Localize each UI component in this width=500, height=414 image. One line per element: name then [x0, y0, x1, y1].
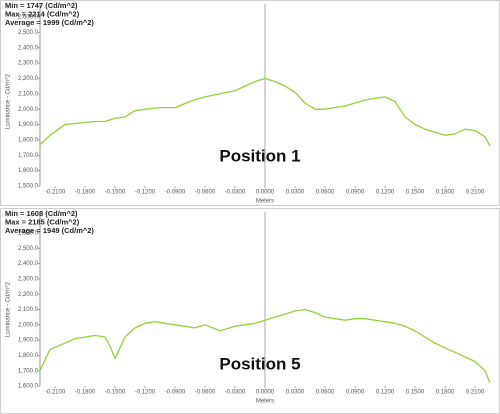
- data-line: [39, 308, 491, 384]
- x-tick-label: 0.0600: [316, 390, 335, 396]
- stat-text: Min = 1747 (Cd/m^2): [5, 1, 78, 10]
- x-tick-label: -0.0600: [195, 390, 216, 396]
- x-tick-label: -0.1200: [135, 390, 156, 396]
- x-tick-label: -0.0300: [225, 390, 246, 396]
- x-tick-label: -0.2100: [45, 190, 66, 196]
- y-tick-label: 1,700.0: [18, 368, 39, 374]
- y-tick-label: 2,300.0: [18, 276, 39, 282]
- y-tick-label: 2,600.0: [18, 231, 39, 237]
- x-tick-label: -0.0900: [165, 390, 186, 396]
- annotation: Position 1: [219, 146, 300, 165]
- y-tick-label: 2,300.0: [18, 61, 39, 67]
- x-tick-label: 0.1200: [376, 190, 395, 196]
- panel-frame: [0, 0, 500, 206]
- x-tick-label: 0.1800: [436, 390, 455, 396]
- y-tick-label: 2,500.0: [18, 30, 39, 36]
- x-tick-label: 0.0000: [256, 190, 275, 196]
- y-tick-label: 1,800.0: [18, 137, 39, 143]
- y-tick-label: 1,700.0: [18, 153, 39, 159]
- y-tick-label: 1,500.0: [18, 184, 39, 190]
- stat-text: Average = 1949 (Cd/m^2): [5, 226, 94, 235]
- y-tick-label: 2,200.0: [18, 292, 39, 298]
- x-tick-label: 0.0300: [286, 190, 305, 196]
- y-tick-label: 2,400.0: [18, 261, 39, 267]
- x-tick-label: -0.1200: [135, 190, 156, 196]
- y-tick-label: 2,500.0: [18, 246, 39, 252]
- y-tick-label: 2,200.0: [18, 76, 39, 82]
- x-tick-label: -0.1500: [105, 190, 126, 196]
- x-tick-label: 0.2100: [466, 390, 485, 396]
- stat-text: Max = 2214 (Cd/m^2): [5, 9, 80, 18]
- x-tick-label: -0.2100: [45, 390, 66, 396]
- x-tick-label: -0.1500: [105, 390, 126, 396]
- x-tick-label: -0.0300: [225, 190, 246, 196]
- x-tick-label: 0.0600: [316, 190, 335, 196]
- x-tick-label: -0.0600: [195, 190, 216, 196]
- y-tick-label: 2,000.0: [18, 322, 39, 328]
- data-line: [39, 77, 491, 147]
- y-tick-label: 1,600.0: [18, 168, 39, 174]
- y-tick-label: 2,400.0: [18, 45, 39, 51]
- stat-text: Average = 1999 (Cd/m^2): [5, 18, 94, 27]
- y-tick-label: 2,100.0: [18, 91, 39, 97]
- x-tick-label: 0.1200: [376, 390, 395, 396]
- x-tick-label: 0.0900: [346, 390, 365, 396]
- annotation: Position 5: [219, 354, 300, 373]
- y-tick-label: 1,600.0: [18, 384, 39, 390]
- x-tick-label: 0.0300: [286, 390, 305, 396]
- x-tick-label: 0.2100: [466, 190, 485, 196]
- x-axis-label: Meters: [256, 199, 274, 205]
- y-tick-label: 1,800.0: [18, 353, 39, 359]
- y-tick-label: 2,100.0: [18, 307, 39, 313]
- stat-text: Min = 1608 (Cd/m^2): [5, 209, 78, 218]
- y-axis-label: Luminance - Cd/m^2: [6, 73, 12, 129]
- y-axis-label: Luminance - Cd/m^2: [6, 281, 12, 337]
- x-tick-label: 0.0000: [256, 390, 275, 396]
- x-tick-label: -0.1800: [75, 190, 96, 196]
- y-tick-label: 2,000.0: [18, 107, 39, 113]
- x-tick-label: 0.0900: [346, 190, 365, 196]
- x-tick-label: -0.1800: [75, 390, 96, 396]
- x-tick-label: -0.0900: [165, 190, 186, 196]
- y-tick-label: 1,900.0: [18, 338, 39, 344]
- stat-text: Max = 2185 (Cd/m^2): [5, 217, 80, 226]
- x-tick-label: 0.1800: [436, 190, 455, 196]
- x-tick-label: 0.1500: [406, 190, 425, 196]
- y-tick-label: 2,600.0: [18, 15, 39, 21]
- x-tick-label: 0.1500: [406, 390, 425, 396]
- x-axis-label: Meters: [256, 399, 274, 405]
- panel-frame: [0, 208, 500, 414]
- y-tick-label: 1,900.0: [18, 122, 39, 128]
